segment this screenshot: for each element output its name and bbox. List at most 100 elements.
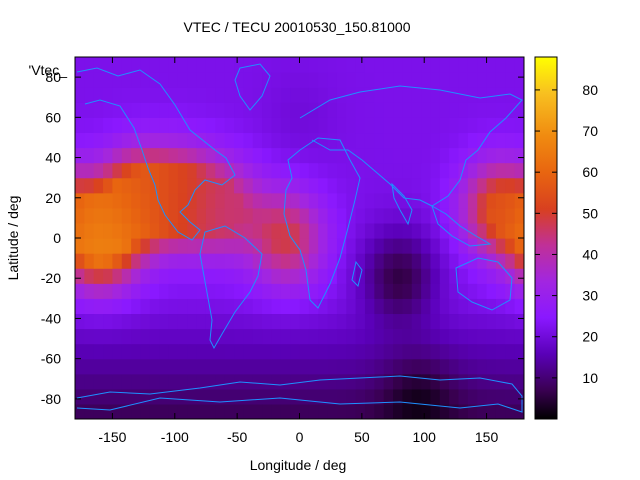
heatmap-cell bbox=[131, 343, 142, 360]
heatmap-cell bbox=[103, 102, 114, 118]
heatmap-cell bbox=[505, 238, 516, 254]
heatmap-cell bbox=[299, 238, 310, 254]
heatmap-cell bbox=[327, 388, 338, 405]
heatmap-cell bbox=[280, 283, 291, 299]
heatmap-cell bbox=[234, 102, 244, 118]
heatmap-cell bbox=[168, 268, 179, 284]
heatmap-cell bbox=[318, 222, 329, 239]
heatmap-cell bbox=[177, 192, 188, 209]
heatmap-cell bbox=[168, 87, 179, 103]
heatmap-cell bbox=[224, 117, 235, 134]
heatmap-cell bbox=[486, 102, 497, 118]
heatmap-cell bbox=[495, 283, 506, 299]
heatmap-cell bbox=[327, 328, 338, 345]
heatmap-cell bbox=[318, 388, 329, 405]
heatmap-cell bbox=[355, 298, 366, 315]
heatmap-cell bbox=[495, 177, 506, 194]
heatmap-cell bbox=[271, 222, 282, 239]
heatmap-cell bbox=[75, 238, 85, 254]
heatmap-cell bbox=[224, 343, 235, 360]
heatmap-cell bbox=[486, 147, 497, 164]
heatmap-cell bbox=[505, 388, 516, 405]
heatmap-cell bbox=[196, 328, 207, 345]
heatmap-cell bbox=[430, 298, 441, 315]
heatmap-cell bbox=[271, 147, 282, 164]
heatmap-cell bbox=[84, 87, 95, 103]
heatmap-cell bbox=[364, 162, 375, 179]
heatmap-cell bbox=[318, 268, 329, 284]
heatmap-cell bbox=[308, 72, 319, 88]
heatmap-cell bbox=[205, 207, 216, 224]
heatmap-cell bbox=[449, 147, 460, 164]
heatmap-cell bbox=[346, 373, 357, 390]
heatmap-cell bbox=[374, 192, 385, 209]
heatmap-cell bbox=[402, 238, 413, 254]
colorbar-tick-label: 70 bbox=[582, 123, 598, 139]
heatmap-cell bbox=[477, 373, 488, 390]
heatmap-cell bbox=[421, 57, 432, 73]
heatmap-cell bbox=[224, 298, 235, 315]
heatmap-cell bbox=[280, 132, 291, 149]
heatmap-cell bbox=[299, 313, 310, 330]
heatmap-cell bbox=[430, 388, 441, 405]
heatmap-cell bbox=[252, 373, 263, 390]
heatmap-cell bbox=[411, 222, 422, 239]
heatmap-cell bbox=[280, 328, 291, 345]
heatmap-cell bbox=[159, 343, 170, 360]
heatmap-cell bbox=[393, 117, 403, 134]
heatmap-cell bbox=[243, 102, 254, 118]
heatmap-cell bbox=[402, 87, 413, 103]
heatmap-cell bbox=[140, 313, 151, 330]
heatmap-cell bbox=[75, 283, 85, 299]
coast-australia bbox=[455, 257, 513, 311]
heatmap-cell bbox=[159, 358, 170, 375]
heatmap-cell bbox=[327, 132, 338, 149]
heatmap-cell bbox=[486, 87, 497, 103]
heatmap-cell bbox=[168, 147, 179, 164]
heatmap-cell bbox=[187, 373, 198, 390]
heatmap-cell bbox=[168, 253, 179, 269]
heatmap-cell bbox=[75, 87, 85, 103]
heatmap-cell bbox=[290, 298, 301, 315]
heatmap-cell bbox=[252, 283, 263, 299]
heatmap-cell bbox=[336, 192, 347, 209]
heatmap-cell bbox=[364, 358, 375, 375]
heatmap-cell bbox=[75, 192, 85, 209]
heatmap-cell bbox=[467, 373, 478, 390]
heatmap-cell bbox=[262, 238, 273, 254]
heatmap-cell bbox=[355, 253, 366, 269]
y-tick-label: 0 bbox=[53, 230, 61, 246]
heatmap-cell bbox=[271, 192, 282, 209]
heatmap-cell bbox=[383, 313, 394, 330]
heatmap-cell bbox=[205, 343, 216, 360]
heatmap-cell bbox=[383, 222, 394, 239]
heatmap-cell bbox=[486, 132, 497, 149]
heatmap-cell bbox=[290, 132, 301, 149]
heatmap-cell bbox=[402, 253, 413, 269]
heatmap-cell bbox=[411, 117, 422, 134]
heatmap-cell bbox=[280, 192, 291, 209]
heatmap-cell bbox=[299, 343, 310, 360]
heatmap-cell bbox=[205, 358, 216, 375]
heatmap-cell bbox=[458, 177, 469, 194]
heatmap-cell bbox=[243, 388, 254, 405]
heatmap-cell bbox=[177, 283, 188, 299]
heatmap-cell bbox=[177, 117, 188, 134]
heatmap-cell bbox=[402, 358, 413, 375]
heatmap-cell bbox=[103, 403, 114, 419]
heatmap-cell bbox=[159, 313, 170, 330]
x-tick-label: 0 bbox=[296, 429, 304, 445]
heatmap-cell bbox=[505, 298, 516, 315]
heatmap-cell bbox=[336, 388, 347, 405]
heatmap-cell bbox=[514, 132, 524, 149]
heatmap-cell bbox=[271, 238, 282, 254]
heatmap-cell bbox=[196, 343, 207, 360]
heatmap-cell bbox=[430, 373, 441, 390]
heatmap-cell bbox=[271, 72, 282, 88]
heatmap-cell bbox=[224, 87, 235, 103]
heatmap-cell bbox=[205, 313, 216, 330]
heatmap-cell bbox=[252, 72, 263, 88]
heatmap-cell bbox=[402, 162, 413, 179]
heatmap-cell bbox=[140, 192, 151, 209]
heatmap-cell bbox=[439, 328, 450, 345]
